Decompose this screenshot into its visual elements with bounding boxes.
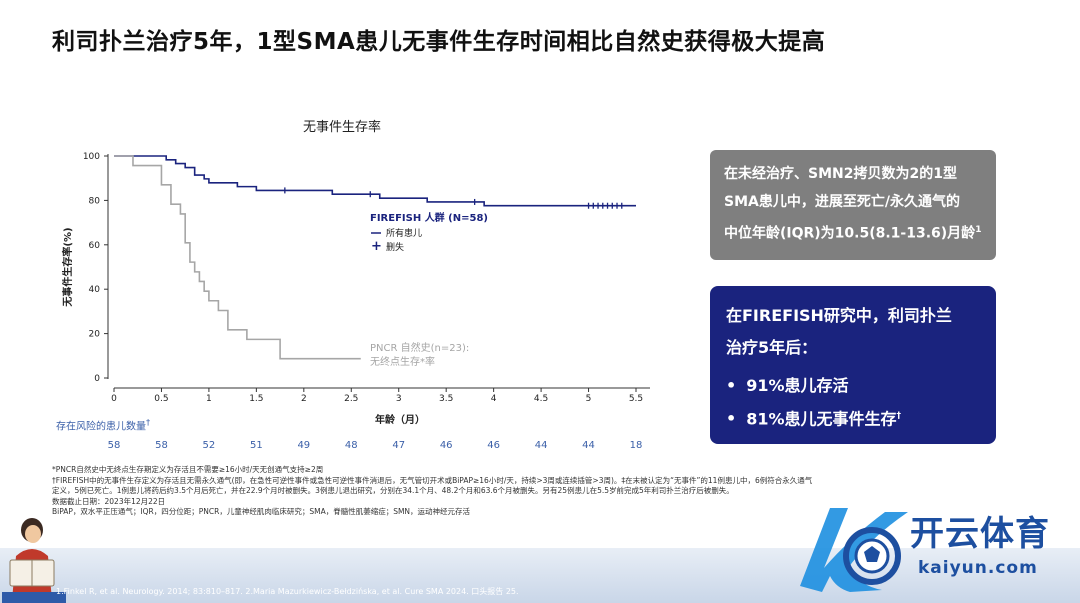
x-tick-label: 1 bbox=[206, 394, 212, 404]
chart-title: 无事件生存率 bbox=[303, 119, 381, 135]
references: 1.Finkel R, et al. Neurology. 2014; 83:8… bbox=[56, 587, 519, 596]
page-title: 利司扑兰治疗5年，1型SMA患儿无事件生存时间相比自然史获得极大提高 bbox=[52, 29, 826, 55]
x-tick-label: 2.5 bbox=[344, 394, 358, 404]
footnote-line: BiPAP，双水平正压通气；IQR，四分位距；PNCR，儿童神经肌肉临床研究；S… bbox=[52, 507, 471, 516]
footnote-line: 数据截止日期：2023年12月22日 bbox=[52, 496, 166, 506]
y-axis-label: 无事件生存率(%) bbox=[61, 227, 74, 307]
info-box-line-3: 中位年龄(IQR)为10.5(8.1-13.6)月龄1 bbox=[724, 216, 986, 248]
x-tick-label: 3.5 bbox=[439, 394, 453, 404]
info-box-line-3-text: 中位年龄(IQR)为10.5(8.1-13.6)月龄 bbox=[724, 225, 976, 242]
x-tick-label: 5 bbox=[586, 394, 592, 404]
chart-axes: 0 20 40 60 80 100 0 0.5 1 1.5 2 2.5 3 3.5 4 4.5 5 5.5 bbox=[83, 152, 650, 404]
pncr-curve bbox=[114, 155, 361, 360]
x-tick-label: 5.5 bbox=[629, 394, 643, 404]
legend-all-patients-label: 所有患儿 bbox=[386, 227, 422, 239]
y-tick-label: 40 bbox=[89, 285, 101, 295]
legend-censored-label: 删失 bbox=[386, 241, 404, 253]
risk-table-value: 48 bbox=[345, 440, 358, 451]
info-box-sup: 1 bbox=[975, 225, 982, 235]
logo-text-cn: 开云体育 bbox=[910, 514, 1050, 554]
risk-table-value: 49 bbox=[297, 440, 310, 451]
legend-title: FIREFISH 人群 (N=58) bbox=[370, 211, 488, 224]
kaiyun-logo-mark bbox=[800, 508, 908, 592]
risk-table-value: 51 bbox=[250, 440, 263, 451]
risk-table-label-mark: † bbox=[146, 417, 151, 427]
footnote-line: †FIREFISH中的无事件生存定义为存活且无需永久通气(即，在急性可逆性事件或… bbox=[52, 475, 813, 485]
y-tick-label: 60 bbox=[89, 241, 101, 251]
info-box-line-1: 在未经治疗、SMN2拷贝数为2的1型 bbox=[724, 166, 957, 182]
firefish-result-survival: 91%患儿存活 bbox=[726, 370, 984, 401]
footnote-line: *PNCR自然史中无终点生存期定义为存活且不需要≥16小时/天无创通气支持≥2周 bbox=[52, 465, 324, 474]
info-box-firefish: 在FIREFISH研究中，利司扑兰 治疗5年后： 91%患儿存活 81%患儿无事… bbox=[710, 286, 996, 444]
y-tick-label: 20 bbox=[89, 330, 101, 340]
firefish-result-survival-text: 91%患儿存活 bbox=[746, 376, 849, 395]
firefish-head-1: 在FIREFISH研究中，利司扑兰 bbox=[726, 306, 952, 325]
reading-person-illustration bbox=[2, 518, 66, 603]
risk-table-row: 58 58 52 51 49 48 47 46 46 44 44 18 bbox=[108, 440, 643, 451]
risk-table-value: 44 bbox=[582, 440, 595, 451]
risk-table-value: 18 bbox=[630, 440, 643, 451]
x-tick-label: 0 bbox=[111, 394, 117, 404]
firefish-curve bbox=[114, 155, 636, 207]
risk-table-value: 52 bbox=[203, 440, 216, 451]
survival-chart: 无事件生存率 0 20 40 60 80 100 0 0.5 1 1.5 2 2.5 3 3.5 4 4.5 5… bbox=[61, 119, 650, 451]
x-tick-label: 4.5 bbox=[534, 394, 548, 404]
risk-table-value: 44 bbox=[535, 440, 548, 451]
y-tick-label: 0 bbox=[94, 374, 100, 384]
x-tick-label: 3 bbox=[396, 394, 402, 404]
risk-table-value: 58 bbox=[155, 440, 168, 451]
pncr-label-2: 无终点生存*率 bbox=[370, 355, 435, 368]
info-box-natural-history: 在未经治疗、SMN2拷贝数为2的1型 SMA患儿中，进展至死亡/永久通气的 中位… bbox=[710, 150, 996, 260]
risk-table-value: 47 bbox=[392, 440, 405, 451]
pncr-label-1: PNCR 自然史(n=23): bbox=[370, 341, 469, 354]
x-tick-label: 2 bbox=[301, 394, 307, 404]
x-tick-label: 1.5 bbox=[249, 394, 263, 404]
legend-censored-symbol: + bbox=[371, 239, 382, 254]
risk-table-value: 58 bbox=[108, 440, 121, 451]
firefish-result-efs-text: 81%患儿无事件生存 bbox=[746, 409, 897, 429]
firefish-results-list: 91%患儿存活 81%患儿无事件生存† bbox=[726, 370, 984, 434]
risk-table-value: 46 bbox=[440, 440, 453, 451]
footnote-line: 定义，5例已死亡。1例患儿将药后约3.5个月后死亡，并在22.9个月时被删失。3… bbox=[52, 486, 734, 495]
chart-series bbox=[114, 155, 636, 360]
firefish-result-efs: 81%患儿无事件生存† bbox=[726, 401, 984, 434]
risk-table-label-text: 存在风险的患儿数量 bbox=[56, 421, 146, 433]
footnotes: *PNCR自然史中无终点生存期定义为存活且不需要≥16小时/天无创通气支持≥2周… bbox=[52, 465, 1002, 518]
x-axis-label: 年龄（月） bbox=[375, 413, 425, 426]
y-tick-label: 100 bbox=[83, 152, 100, 162]
x-tick-label: 0.5 bbox=[154, 394, 168, 404]
risk-table-value: 46 bbox=[487, 440, 500, 451]
firefish-head-2: 治疗5年后： bbox=[726, 338, 818, 357]
risk-table-label: 存在风险的患儿数量† bbox=[56, 417, 150, 432]
x-tick-label: 4 bbox=[491, 394, 497, 404]
logo-text-en: kaiyun.com bbox=[918, 558, 1038, 578]
firefish-result-efs-sup: † bbox=[896, 411, 902, 421]
info-box-line-2: SMA患儿中，进展至死亡/永久通气的 bbox=[724, 194, 960, 210]
y-tick-label: 80 bbox=[89, 196, 101, 206]
